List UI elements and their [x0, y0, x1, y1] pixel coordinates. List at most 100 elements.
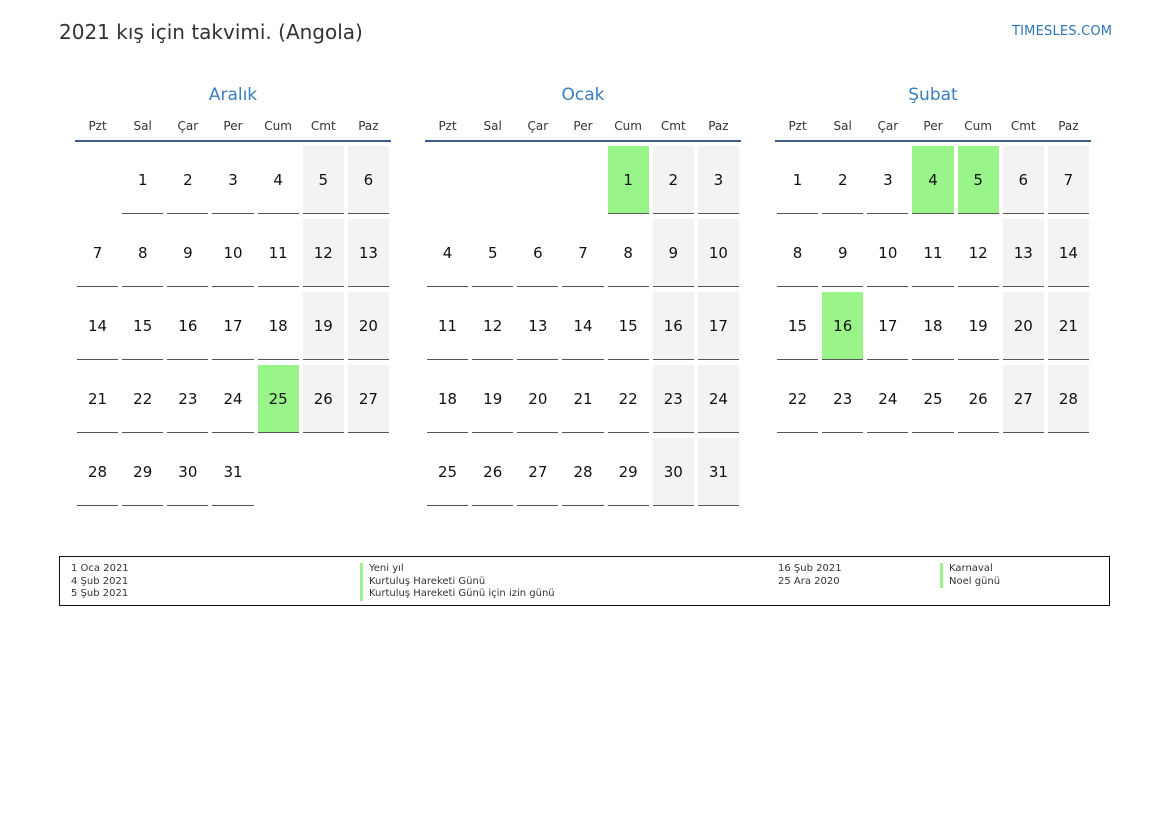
empty-day-cell: [472, 146, 513, 214]
empty-day-cell: [303, 438, 344, 506]
day-grid: 1 2 3 4 5 6 7 8 9 10 11 12 13 14 15 16 17 18 19 20 21 22 23 24 2…: [775, 146, 1091, 434]
day-cell: 28: [77, 438, 119, 506]
day-cell: 23: [652, 365, 694, 433]
day-cell: 11: [912, 219, 954, 287]
day-cell: 3: [697, 146, 739, 214]
day-cell: 4: [912, 146, 954, 214]
weekday-label: Sal: [133, 119, 152, 133]
day-cell: 30: [167, 438, 209, 506]
day-cell: 18: [427, 365, 469, 433]
day-cell: 10: [212, 219, 254, 287]
page-title: 2021 kış için takvimi. (Angola): [59, 20, 363, 44]
day-grid: 1 2 3 4 5 6 7 8 9 10 11 12 13 14 15 16 17 18 19 20 21 22 23 24 2…: [75, 146, 391, 507]
weekday-label: Pzt: [438, 119, 457, 133]
day-cell: 27: [517, 438, 559, 506]
day-cell: 26: [472, 438, 514, 506]
day-cell: 1: [777, 146, 819, 214]
day-cell: 13: [347, 219, 389, 287]
day-cell: 28: [1047, 365, 1089, 433]
weekday-label: Pzt: [788, 119, 807, 133]
day-cell: 14: [77, 292, 119, 360]
day-cell: 20: [347, 292, 389, 360]
day-cell: 9: [822, 219, 864, 287]
weekday-label: Çar: [877, 119, 899, 133]
day-cell: 6: [1002, 146, 1044, 214]
day-cell: 28: [562, 438, 604, 506]
legend-holiday-name: Yeni yıl: [360, 563, 555, 576]
weekday-label: Sal: [833, 119, 852, 133]
day-cell: 13: [1002, 219, 1044, 287]
week-row: 15 16 17 18 19 20 21: [775, 292, 1091, 361]
weekday-header: Pzt Sal Çar Per Cum Cmt Paz: [425, 118, 741, 142]
day-cell: 1: [607, 146, 649, 214]
month-name: Aralık: [208, 85, 258, 105]
legend-dates-right: 16 Şub 2021 25 Ara 2020: [778, 563, 842, 588]
day-cell: 23: [167, 365, 209, 433]
day-cell: 14: [562, 292, 604, 360]
day-cell: 15: [122, 292, 164, 360]
legend-names-right: Karnaval Noel günü: [940, 563, 1000, 588]
day-cell: 18: [257, 292, 299, 360]
day-cell: 21: [562, 365, 604, 433]
day-cell: 19: [472, 365, 514, 433]
day-cell: 7: [562, 219, 604, 287]
weekday-label: Paz: [708, 119, 729, 133]
weekday-label: Pzt: [88, 119, 107, 133]
week-row: 11 12 13 14 15 16 17: [425, 292, 741, 361]
site-link[interactable]: TIMESLES.COM: [1012, 24, 1113, 39]
day-cell: 6: [347, 146, 389, 214]
day-cell: 17: [697, 292, 739, 360]
day-cell: 26: [957, 365, 999, 433]
month-name: Şubat: [908, 85, 958, 105]
day-cell: 9: [652, 219, 694, 287]
day-cell: 18: [912, 292, 954, 360]
month-calendar-december: Aralık Pzt Sal Çar Per Cum Cmt Paz 1 2 3 4 5 6 7 8 9 10…: [75, 84, 391, 511]
weekday-label: Cum: [614, 119, 642, 133]
week-row: 14 15 16 17 18 19 20: [75, 292, 391, 361]
weekday-label: Cmt: [660, 119, 686, 133]
day-cell: 10: [697, 219, 739, 287]
legend-holiday-name: Kurtuluş Hareketi Günü için izin günü: [360, 588, 555, 601]
day-grid: 1 2 3 4 5 6 7 8 9 10 11 12 13 14 15 16 17 18 19 20 21 22 23 24 2…: [425, 146, 741, 507]
day-cell: 31: [697, 438, 739, 506]
day-cell: 21: [1047, 292, 1089, 360]
day-cell: 22: [607, 365, 649, 433]
legend-holiday-name: Kurtuluş Hareketi Günü: [360, 575, 555, 588]
day-cell: 4: [427, 219, 469, 287]
day-cell: 27: [347, 365, 389, 433]
day-cell: 7: [77, 219, 119, 287]
day-cell: 8: [777, 219, 819, 287]
week-row: 8 9 10 11 12 13 14: [775, 219, 1091, 288]
empty-day-cell: [77, 146, 118, 214]
week-row: 28 29 30 31: [75, 438, 391, 507]
month-calendar-february: Şubat Pzt Sal Çar Per Cum Cmt Paz 1 2 3 4 5 6 7 8 9 10 1…: [775, 84, 1091, 438]
day-cell: 11: [427, 292, 469, 360]
weekday-label: Paz: [358, 119, 379, 133]
week-row: 4 5 6 7 8 9 10: [425, 219, 741, 288]
day-cell: 10: [867, 219, 909, 287]
empty-day-cell: [348, 438, 389, 506]
day-cell: 20: [517, 365, 559, 433]
day-cell: 19: [302, 292, 344, 360]
week-row: 7 8 9 10 11 12 13: [75, 219, 391, 288]
day-cell: 11: [257, 219, 299, 287]
month-calendar-january: Ocak Pzt Sal Çar Per Cum Cmt Paz 1 2 3 4 5 6 7 8 9 10 11…: [425, 84, 741, 511]
day-cell: 22: [122, 365, 164, 433]
day-cell: 5: [472, 219, 514, 287]
day-cell: 27: [1002, 365, 1044, 433]
week-row: 25 26 27 28 29 30 31: [425, 438, 741, 507]
weekday-label: Cum: [264, 119, 292, 133]
day-cell: 2: [167, 146, 209, 214]
day-cell: 13: [517, 292, 559, 360]
empty-day-cell: [562, 146, 603, 214]
day-cell: 8: [122, 219, 164, 287]
day-cell: 5: [302, 146, 344, 214]
day-cell: 15: [777, 292, 819, 360]
day-cell: 3: [867, 146, 909, 214]
weekday-header: Pzt Sal Çar Per Cum Cmt Paz: [775, 118, 1091, 142]
day-cell: 20: [1002, 292, 1044, 360]
day-cell: 1: [122, 146, 164, 214]
legend-dates-left: 1 Oca 2021 4 Şub 2021 5 Şub 2021: [71, 563, 129, 601]
day-cell: 25: [912, 365, 954, 433]
